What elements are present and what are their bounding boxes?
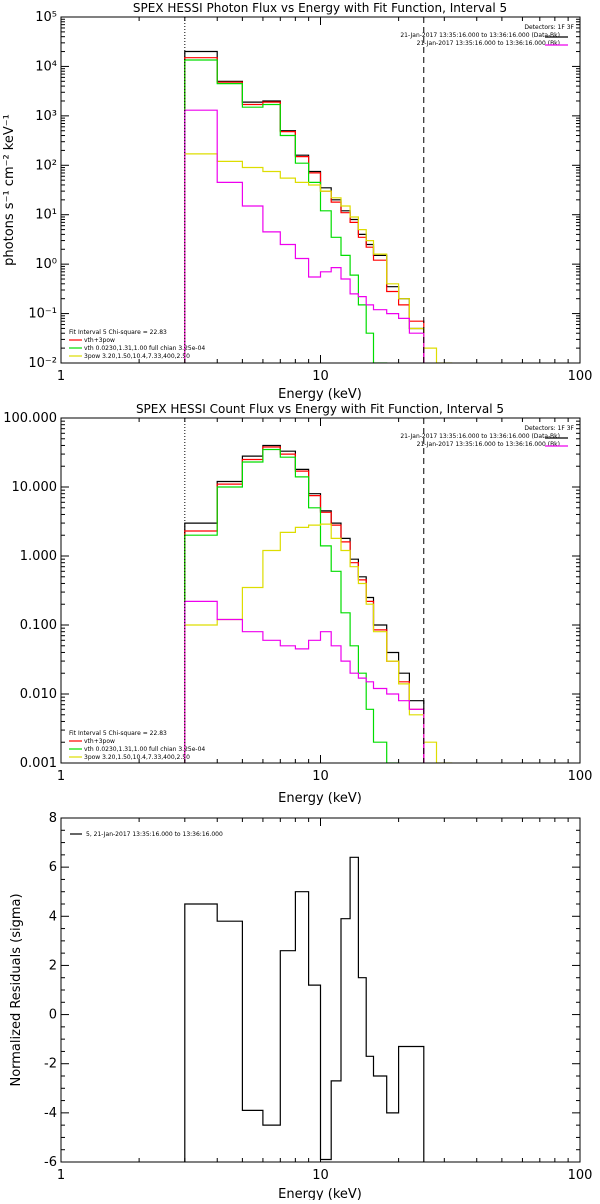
- series-group: [184, 856, 425, 1162]
- series-residuals: [184, 856, 425, 1162]
- y-tick-label: 10⁻²: [28, 356, 57, 371]
- legend-vth: vth 0.0230,1.31,1.00 full chian 3.25e-04: [84, 345, 205, 352]
- y-tick-label: 2: [49, 958, 57, 973]
- legend-total: vth+3pow: [84, 337, 115, 344]
- legend-3pow: 3pow 3.20,1.50,10.4,7.33,400,2.50: [84, 754, 190, 761]
- y-tick-label: 10⁻¹: [28, 307, 57, 322]
- plot-area-2: 1 10 100 0.001 0.010 0.100 1.000 10.000 100.000: [3, 411, 592, 784]
- x-tick-label: 10: [312, 369, 329, 384]
- x-tick-label: 1: [57, 769, 65, 784]
- series-vth: [184, 59, 388, 363]
- legend-bk: 21-Jan-2017 13:35:16.000 to 13:36:16.000…: [417, 441, 560, 448]
- chart-title: SPEX HESSI Count Flux vs Energy with Fit…: [136, 402, 504, 416]
- series-group: [184, 50, 453, 363]
- series-vth: [184, 448, 400, 763]
- y-tick-label: 10¹: [35, 208, 57, 223]
- x-axis-label: Energy (keV): [278, 387, 362, 402]
- x-tick-label: 100: [568, 769, 593, 784]
- panel-photon-flux: SPEX HESSI Photon Flux vs Energy with Fi…: [2, 1, 575, 402]
- y-tick-label: 0.100: [20, 618, 57, 633]
- y-tick-label: -6: [44, 1155, 57, 1170]
- y-tick-label: 10.000: [12, 480, 58, 495]
- series-vth-3pow: [184, 446, 425, 763]
- panel-residuals: Energy (keV) Normalized Residuals (sigma…: [9, 831, 362, 1202]
- series-3pow: [184, 153, 453, 363]
- legend-data-bk: 21-Jan-2017 13:35:16.000 to 13:36:16.000…: [400, 32, 560, 39]
- series-data-bk: [184, 50, 425, 363]
- legend-fit-interval: Fit Interval 5 Chi-square = 22.83: [69, 730, 167, 737]
- legend-detectors: Detectors: 1F 3F: [524, 24, 574, 31]
- y-tick-label: -2: [44, 1057, 57, 1072]
- x-tick-label: 10: [312, 769, 329, 784]
- series-bk: [184, 109, 425, 363]
- x-tick-label: 10: [312, 1168, 329, 1183]
- y-tick-label: 10⁵: [35, 10, 57, 25]
- y-tick-label: 0: [49, 1008, 57, 1023]
- legend-fit-interval: Fit Interval 5 Chi-square = 22.83: [69, 329, 167, 336]
- series-vth-3pow: [184, 57, 425, 363]
- x-axis-label: Energy (keV): [278, 1187, 362, 1200]
- y-tick-label: 4: [49, 909, 57, 924]
- y-tick-label: 10²: [35, 158, 57, 173]
- axes-frame: [60, 417, 581, 764]
- y-tick-label: 8: [49, 811, 57, 826]
- series-bk: [184, 600, 425, 763]
- x-tick-label: 100: [568, 369, 593, 384]
- legend-residuals: 5, 21-Jan-2017 13:35:16.000 to 13:36:16.…: [86, 831, 223, 838]
- plot-area-3: 1 10 100 -6 -4 -2 0 2 4 6 8: [44, 811, 592, 1183]
- y-tick-label: 0.001: [20, 756, 57, 771]
- y-tick-label: 1.000: [20, 549, 57, 564]
- legend-data-bk: 21-Jan-2017 13:35:16.000 to 13:36:16.000…: [400, 433, 560, 440]
- plot-area-1: 1 10 100 10⁻² 10⁻¹ 10⁰ 10¹ 10² 10³ 10⁴ 10⁵: [28, 10, 592, 384]
- y-tick-label: 6: [49, 860, 57, 875]
- legend-vth: vth 0.0230,1.31,1.00 full chian 3.25e-04: [84, 746, 205, 753]
- legend-detectors: Detectors: 1F 3F: [524, 425, 574, 432]
- x-axis-label: Energy (keV): [278, 791, 362, 806]
- panel-count-flux: SPEX HESSI Count Flux vs Energy with Fit…: [69, 402, 575, 806]
- y-tick-label: 0.010: [20, 687, 57, 702]
- y-tick-label: -4: [44, 1106, 57, 1121]
- series-3pow: [184, 523, 453, 763]
- y-tick-label: 10⁴: [35, 59, 57, 74]
- y-tick-label: 10³: [35, 109, 57, 124]
- x-tick-label: 1: [57, 369, 65, 384]
- chart-title: SPEX HESSI Photon Flux vs Energy with Fi…: [133, 1, 507, 15]
- legend-3pow: 3pow 3.20,1.50,10.4,7.33,400,2.50: [84, 353, 190, 360]
- legend-bk: 21-Jan-2017 13:35:16.000 to 13:36:16.000…: [417, 40, 560, 47]
- series-group: [184, 444, 453, 763]
- legend-total: vth+3pow: [84, 738, 115, 745]
- x-tick-label: 100: [568, 1168, 593, 1183]
- x-tick-label: 1: [57, 1168, 65, 1183]
- y-tick-label: 100.000: [3, 411, 57, 426]
- y-axis-label: photons s⁻¹ cm⁻² keV⁻¹: [2, 114, 17, 266]
- y-axis-label: Normalized Residuals (sigma): [9, 893, 24, 1086]
- y-tick-label: 10⁰: [35, 257, 57, 272]
- series-data-bk: [184, 444, 425, 763]
